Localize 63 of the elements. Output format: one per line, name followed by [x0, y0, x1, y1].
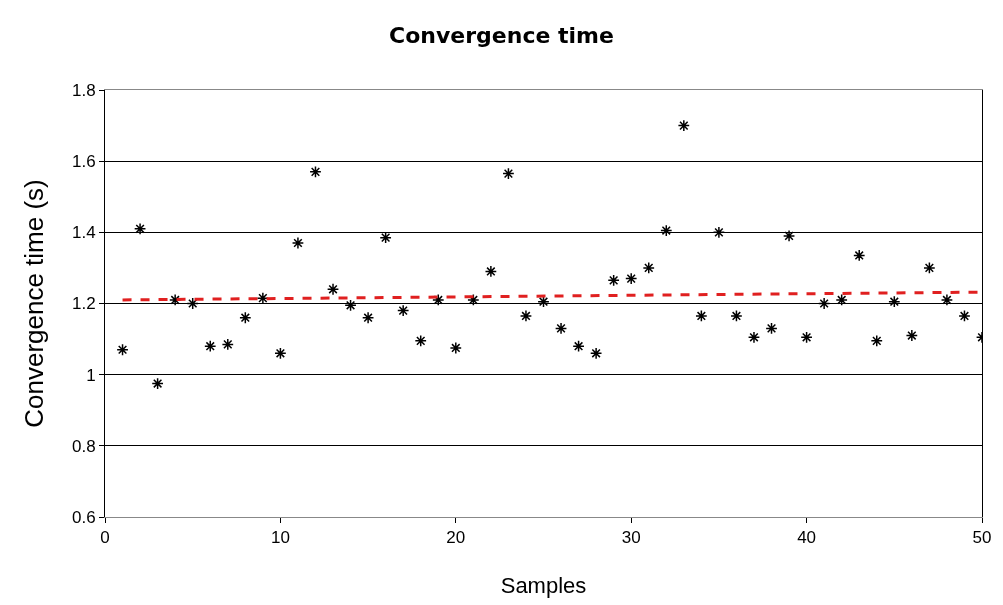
point — [572, 340, 585, 353]
point — [835, 293, 848, 307]
point — [905, 329, 918, 342]
point — [169, 293, 182, 307]
point — [221, 338, 234, 351]
point — [432, 293, 445, 307]
point — [607, 274, 620, 287]
chart-title: Convergence time — [389, 22, 614, 48]
x-tick-label: 30 — [621, 528, 641, 548]
y-tick-label: 1.8 — [71, 80, 96, 100]
point — [239, 311, 252, 324]
x-tick-label: 10 — [270, 528, 290, 548]
y-tick-label: 1 — [86, 365, 96, 385]
point — [782, 229, 796, 243]
point — [449, 341, 462, 355]
point — [133, 222, 147, 235]
point — [309, 165, 322, 178]
point — [116, 343, 129, 356]
point — [642, 261, 655, 275]
point — [502, 167, 515, 180]
point — [589, 347, 603, 360]
point — [800, 331, 813, 344]
point — [344, 299, 357, 312]
x-tick-label: 40 — [797, 528, 817, 548]
y-tick-label: 1.6 — [71, 152, 96, 172]
point — [888, 295, 901, 308]
point — [817, 297, 831, 310]
point — [765, 322, 778, 335]
y-tick-label: 0.8 — [71, 436, 96, 456]
point — [414, 334, 427, 348]
point — [712, 226, 726, 239]
x-tick-label: 50 — [972, 528, 992, 548]
point — [747, 331, 761, 344]
point — [291, 236, 305, 250]
y-tick-label: 1.4 — [71, 223, 96, 243]
point — [256, 292, 270, 305]
point — [554, 322, 568, 335]
point — [397, 304, 410, 317]
point — [326, 283, 340, 296]
point — [625, 272, 638, 285]
point — [730, 309, 743, 323]
x-axis-title: Samples — [500, 573, 587, 598]
point — [660, 224, 673, 237]
point — [151, 377, 164, 390]
y-tick-label: 0.6 — [71, 507, 96, 527]
point — [361, 311, 375, 324]
point — [467, 293, 480, 307]
point — [519, 309, 533, 323]
y-tick-label: 1.2 — [71, 294, 96, 314]
point — [186, 297, 199, 310]
point — [695, 309, 708, 323]
point — [484, 265, 498, 278]
x-tick-label: 20 — [446, 528, 466, 548]
point — [870, 334, 883, 348]
point — [204, 340, 217, 353]
y-axis-title: Convergence time (s) — [19, 179, 49, 428]
point — [677, 119, 690, 132]
point — [958, 309, 971, 323]
point — [923, 261, 936, 275]
x-tick-label: 0 — [100, 528, 110, 548]
point — [853, 249, 866, 262]
point — [274, 347, 287, 360]
point — [940, 293, 954, 307]
